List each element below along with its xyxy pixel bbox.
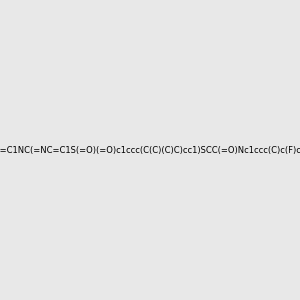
Text: O=C1NC(=NC=C1S(=O)(=O)c1ccc(C(C)(C)C)cc1)SCC(=O)Nc1ccc(C)c(F)c1: O=C1NC(=NC=C1S(=O)(=O)c1ccc(C(C)(C)C)cc1… [0, 146, 300, 154]
